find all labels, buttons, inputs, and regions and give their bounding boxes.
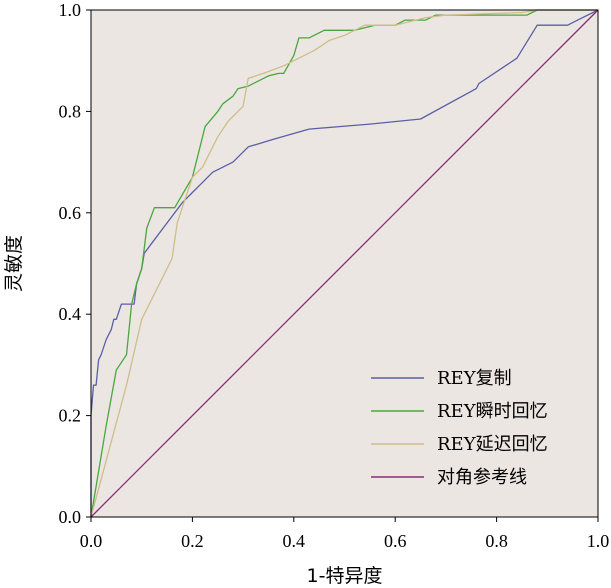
x-tick-label: 0.8	[485, 531, 508, 551]
y-tick-label: 0.8	[59, 101, 82, 121]
plot-frame	[90, 9, 599, 518]
x-tick-label: 0.6	[384, 531, 407, 551]
roc-curves	[90, 9, 599, 518]
legend-label: 对角参考线	[437, 467, 527, 488]
legend-item: REY复制	[371, 368, 512, 389]
y-axis: 0.0 0.2 0.4 0.6 0.8 1.0	[59, 0, 91, 527]
series-line-4	[90, 9, 599, 518]
legend-label: REY复制	[437, 368, 512, 389]
series-line-2	[90, 9, 598, 518]
x-axis-title: 1-特异度	[307, 565, 383, 587]
legend-item: 对角参考线	[371, 467, 527, 488]
y-tick-label: 0.2	[59, 406, 82, 426]
y-tick-label: 0.4	[59, 304, 82, 324]
x-tick-label: 0.4	[283, 531, 306, 551]
legend-label: REY瞬时回忆	[437, 401, 548, 422]
x-tick-label: 0.0	[80, 531, 103, 551]
legend-label: REY延迟回忆	[437, 434, 548, 455]
x-tick-label: 1.0	[587, 531, 610, 551]
legend-item: REY延迟回忆	[371, 434, 548, 455]
y-tick-label: 0.0	[59, 507, 82, 527]
series-line-1	[90, 9, 599, 517]
y-axis-title: 灵敏度	[3, 235, 25, 292]
legend-item: REY瞬时回忆	[371, 401, 548, 422]
y-tick-label: 0.6	[59, 203, 82, 223]
x-axis: 0.0 0.2 0.4 0.6 0.8 1.0	[80, 517, 610, 551]
series-line-3	[90, 9, 598, 518]
x-tick-label: 0.2	[181, 531, 204, 551]
y-tick-label: 1.0	[59, 0, 82, 20]
